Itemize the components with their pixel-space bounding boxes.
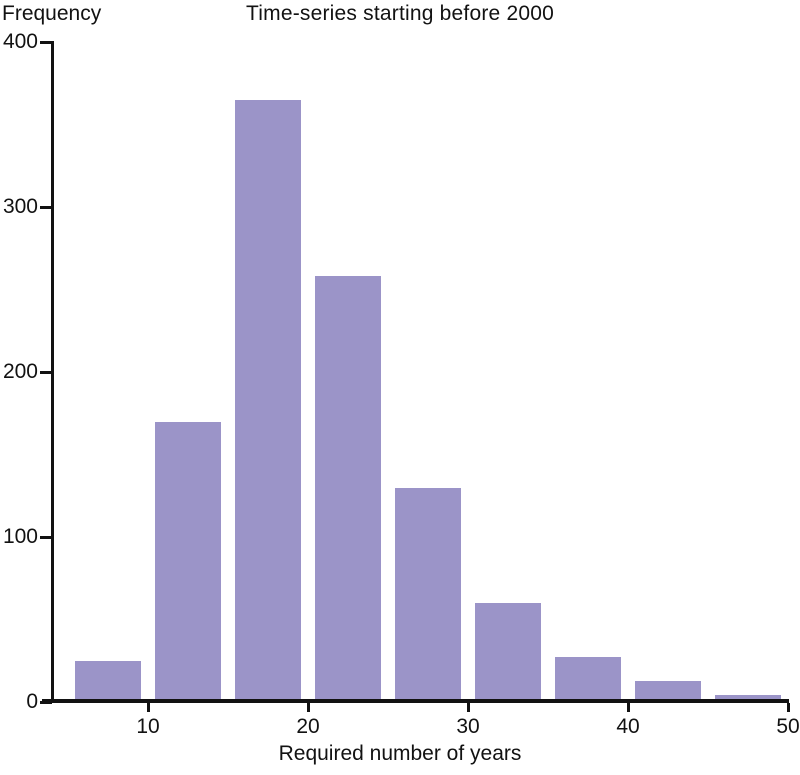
x-tick-label-40: 40 [616,715,640,738]
y-tick-100 [40,535,52,539]
bar-35-40 [555,657,621,702]
y-tick-200 [40,370,52,374]
bar-45-50 [715,695,781,702]
y-tick-label-100: 100 [2,525,38,548]
bar-20-25 [315,276,381,702]
x-tick-label-20: 20 [296,715,320,738]
y-tick-label-0: 0 [26,690,38,713]
x-tick-label-50: 50 [776,715,800,738]
bar-30-35 [475,603,541,702]
bar-15-20 [235,99,301,702]
y-tick-400 [40,40,52,44]
x-tick-40 [626,703,630,712]
y-tick-label-200: 200 [2,360,38,383]
y-axis-line [51,41,54,703]
x-axis-line [42,699,789,703]
chart-title: Time-series starting before 2000 [246,2,554,25]
y-tick-label-400: 400 [2,30,38,53]
bar-25-30 [395,487,461,702]
x-tick-30 [466,703,470,712]
y-tick-label-300: 300 [2,195,38,218]
x-tick-10 [146,703,150,712]
x-tick-label-30: 30 [456,715,480,738]
bar-10-15 [155,421,221,702]
x-tick-20 [306,703,310,712]
x-tick-label-10: 10 [136,715,160,738]
x-axis-title: Required number of years [278,742,522,765]
x-tick-50 [786,703,790,712]
bar-40-45 [635,680,701,702]
y-axis-title: Frequency [2,2,102,25]
bar-5-10 [75,660,141,702]
y-tick-300 [40,205,52,209]
